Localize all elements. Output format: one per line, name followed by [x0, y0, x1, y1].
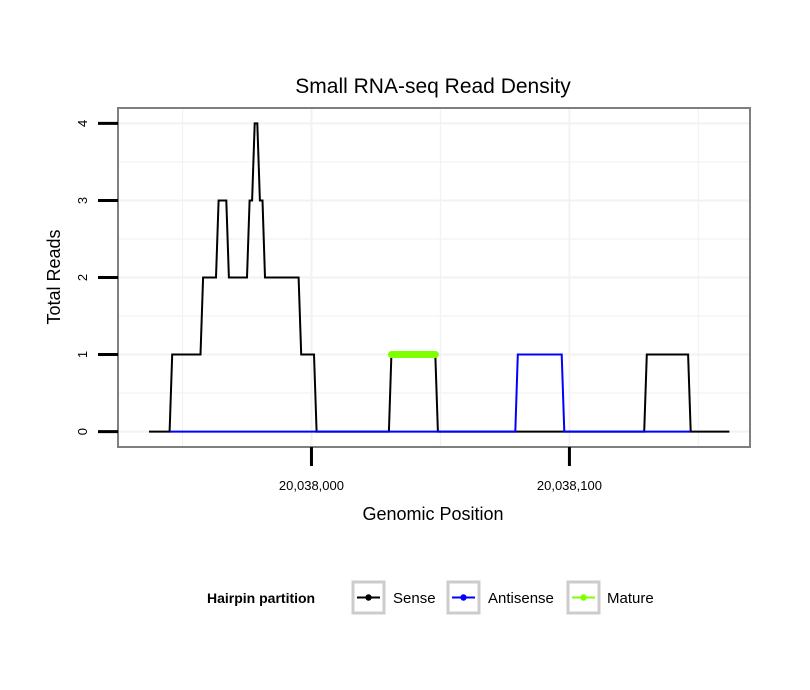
legend-dot-antisense	[460, 594, 467, 601]
legend-item-mature: Mature	[566, 580, 654, 615]
x-tick-label: 20,038,100	[537, 478, 602, 493]
axis-ticks: 0 1 2 3 4 20,038,000 20,038,100	[75, 120, 602, 493]
y-tick-label: 3	[75, 197, 90, 204]
chart-title: Small RNA-seq Read Density	[295, 75, 571, 98]
x-tick-label: 20,038,000	[279, 478, 344, 493]
legend-dot-sense	[365, 594, 372, 601]
y-axis-title: Total Reads	[44, 229, 64, 324]
x-axis-title: Genomic Position	[362, 504, 503, 524]
y-tick-label: 2	[75, 274, 90, 281]
legend-item-sense: Sense	[351, 580, 436, 615]
legend: Hairpin partition Sense Antisense Mature	[207, 580, 654, 615]
y-tick-label: 1	[75, 351, 90, 358]
y-tick-label: 0	[75, 428, 90, 435]
series-layer	[149, 122, 730, 433]
series-line-antisense	[169, 353, 691, 433]
legend-item-antisense: Antisense	[446, 580, 554, 615]
legend-label-mature: Mature	[607, 590, 654, 607]
y-tick-label: 4	[75, 120, 90, 127]
legend-label-sense: Sense	[393, 590, 436, 607]
legend-title: Hairpin partition	[207, 590, 315, 606]
legend-dot-mature	[580, 594, 587, 601]
legend-label-antisense: Antisense	[488, 590, 554, 607]
